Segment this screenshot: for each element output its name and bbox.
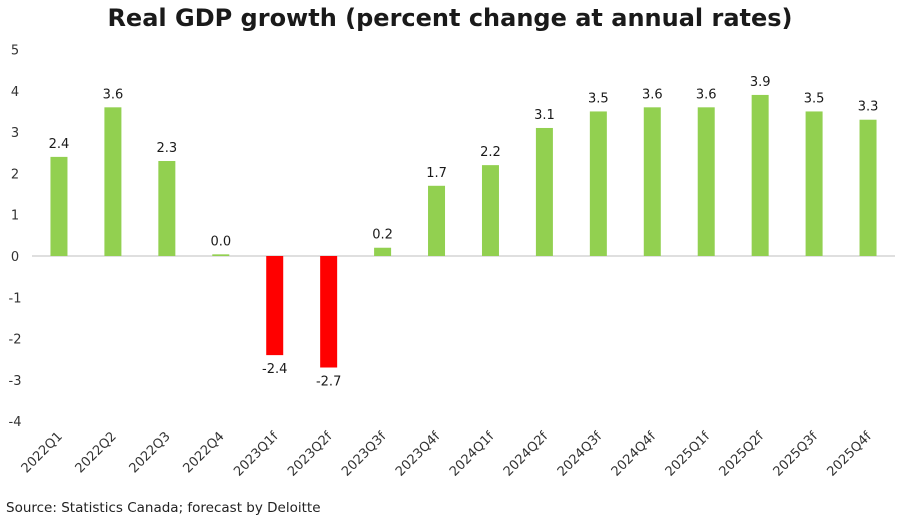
x-tick-label: 2023Q2f xyxy=(285,429,336,480)
bar-series xyxy=(50,94,877,368)
data-label: 2.2 xyxy=(480,145,501,160)
y-tick-label: 5 xyxy=(11,44,19,59)
source-note: Source: Statistics Canada; forecast by D… xyxy=(6,500,321,516)
data-label: 3.5 xyxy=(804,91,825,106)
data-label: 3.9 xyxy=(750,75,771,90)
x-tick-label: 2025Q4f xyxy=(825,429,876,480)
bar-2024Q2f xyxy=(535,127,553,256)
bar-2022Q2 xyxy=(104,107,122,256)
data-label: 3.6 xyxy=(696,87,717,102)
x-tick-label: 2022Q4 xyxy=(181,429,228,476)
x-axis: 2022Q1 2022Q2 2022Q3 2022Q4 2023Q1f 2023Q2f 20… xyxy=(19,429,875,480)
data-label: 0.0 xyxy=(210,234,231,249)
data-label: 3.3 xyxy=(858,100,879,115)
bar-2022Q3 xyxy=(158,161,176,256)
x-tick-label: 2024Q3f xyxy=(555,429,606,480)
y-axis: 5 4 3 2 1 0 -1 -2 -3 -4 xyxy=(9,44,22,431)
x-tick-label: 2025Q2f xyxy=(717,429,768,480)
data-label: -2.7 xyxy=(316,375,341,390)
bar-2023Q4f xyxy=(428,185,446,256)
x-tick-label: 2022Q2 xyxy=(73,429,120,476)
bar-2023Q2f xyxy=(320,256,338,368)
x-tick-label: 2024Q1f xyxy=(447,429,498,480)
data-labels: 2.4 3.6 2.3 0.0 -2.4 -2.7 0.2 1.7 2.2 3.1 3.5 3.6 3.… xyxy=(49,75,879,390)
data-label: 3.1 xyxy=(534,108,555,123)
bar-2023Q1f xyxy=(266,256,284,356)
x-tick-label: 2023Q4f xyxy=(393,429,444,480)
y-tick-label: 0 xyxy=(11,250,19,265)
data-label: 2.3 xyxy=(157,141,178,156)
bar-2023Q3f xyxy=(374,247,392,256)
data-label: 2.4 xyxy=(49,137,70,152)
x-tick-label: 2024Q4f xyxy=(609,429,660,480)
y-tick-label: 2 xyxy=(11,167,19,182)
bar-2025Q1f xyxy=(697,107,715,256)
y-tick-label: 3 xyxy=(11,126,19,141)
data-label: 1.7 xyxy=(426,166,447,181)
x-tick-label: 2024Q2f xyxy=(501,429,552,480)
bar-2022Q1 xyxy=(50,156,68,256)
bar-2024Q4f xyxy=(643,107,661,256)
data-label: 3.6 xyxy=(103,87,124,102)
y-tick-label: 1 xyxy=(11,209,19,224)
data-label: 3.5 xyxy=(588,91,609,106)
bar-2025Q3f xyxy=(805,111,823,256)
data-label: 0.2 xyxy=(372,228,393,243)
data-label: 3.6 xyxy=(642,87,663,102)
chart-title: Real GDP growth (percent change at annua… xyxy=(107,4,793,32)
bar-2025Q4f xyxy=(859,119,877,257)
y-tick-label: -3 xyxy=(9,374,22,389)
x-tick-label: 2022Q1 xyxy=(19,429,66,476)
bar-2024Q3f xyxy=(589,111,607,256)
y-tick-label: -1 xyxy=(9,291,22,306)
bar-2022Q4 xyxy=(212,254,230,256)
x-tick-label: 2023Q1f xyxy=(231,429,282,480)
bar-2025Q2f xyxy=(751,94,769,257)
bar-2024Q1f xyxy=(481,165,499,256)
x-tick-label: 2022Q3 xyxy=(127,429,174,476)
x-tick-label: 2023Q3f xyxy=(339,429,390,480)
x-tick-label: 2025Q1f xyxy=(663,429,714,480)
y-tick-label: -4 xyxy=(9,415,22,430)
x-tick-label: 2025Q3f xyxy=(771,429,822,480)
y-tick-label: 4 xyxy=(11,85,19,100)
y-tick-label: -2 xyxy=(9,333,22,348)
data-label: -2.4 xyxy=(262,362,287,377)
